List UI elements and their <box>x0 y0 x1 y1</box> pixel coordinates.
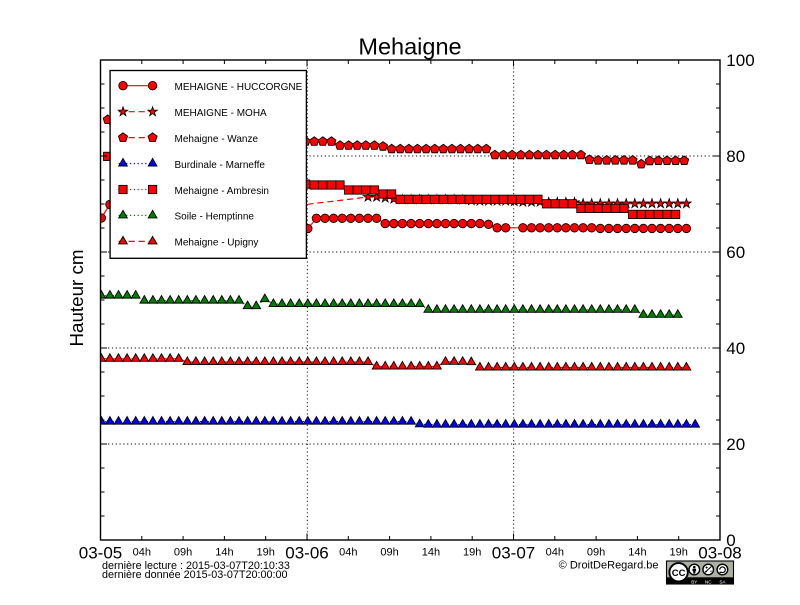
svg-text:09h: 09h <box>587 547 605 559</box>
svg-text:NC: NC <box>705 579 712 584</box>
svg-text:Mehaigne - Ambresin: Mehaigne - Ambresin <box>175 186 270 197</box>
svg-text:20: 20 <box>726 435 745 454</box>
svg-text:Soile - Hemptinne: Soile - Hemptinne <box>175 212 255 223</box>
svg-text:Mehaigne - Wanze: Mehaigne - Wanze <box>175 134 259 145</box>
svg-text:© DroitDeRegard.be: © DroitDeRegard.be <box>559 560 659 572</box>
svg-text:CC: CC <box>672 568 686 579</box>
svg-text:dernière lecture : 2015-03-07T: dernière lecture : 2015-03-07T20:10:33 <box>102 560 290 572</box>
svg-text:03-05: 03-05 <box>79 544 122 563</box>
svg-text:40: 40 <box>726 339 745 358</box>
svg-text:Mehaigne: Mehaigne <box>358 34 461 60</box>
svg-text:Hauteur cm: Hauteur cm <box>66 249 87 346</box>
svg-text:14h: 14h <box>628 547 646 559</box>
svg-text:03-06: 03-06 <box>285 544 328 563</box>
svg-text:19h: 19h <box>463 547 481 559</box>
svg-text:03-08: 03-08 <box>698 544 741 563</box>
svg-text:03-07: 03-07 <box>492 544 535 563</box>
svg-text:04h: 04h <box>546 547 564 559</box>
svg-text:SA: SA <box>719 579 726 584</box>
svg-text:14h: 14h <box>422 547 440 559</box>
svg-text:04h: 04h <box>133 547 151 559</box>
svg-text:09h: 09h <box>174 547 192 559</box>
svg-text:04h: 04h <box>339 547 357 559</box>
svg-text:dernière donnée 2015-03-07T20: dernière donnée 2015-03-07T20:00:00 <box>102 569 288 581</box>
svg-text:100: 100 <box>726 51 754 70</box>
svg-text:Mehaigne - Upigny: Mehaigne - Upigny <box>175 238 259 249</box>
svg-text:MEHAIGNE - HUCCORGNE: MEHAIGNE - HUCCORGNE <box>175 82 303 93</box>
svg-text:60: 60 <box>726 243 745 262</box>
svg-text:Burdinale - Marneffe: Burdinale - Marneffe <box>175 160 266 171</box>
svg-text:80: 80 <box>726 147 745 166</box>
svg-text:BY: BY <box>691 579 697 584</box>
svg-text:MEHAIGNE - MOHA: MEHAIGNE - MOHA <box>175 108 268 119</box>
svg-text:19h: 19h <box>670 547 688 559</box>
svg-text:09h: 09h <box>380 547 398 559</box>
svg-text:14h: 14h <box>215 547 233 559</box>
svg-text:19h: 19h <box>257 547 275 559</box>
svg-text:0: 0 <box>726 531 735 550</box>
